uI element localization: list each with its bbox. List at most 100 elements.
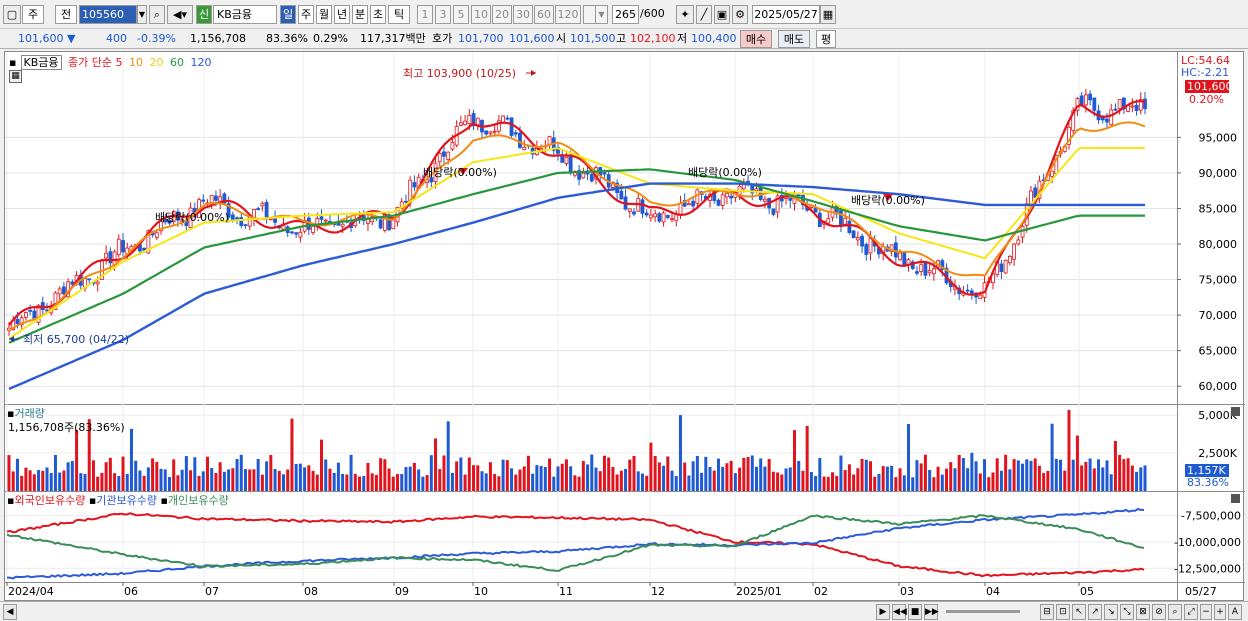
scroll-left-icon[interactable]: ◀ (3, 604, 17, 620)
candle-body (159, 221, 163, 232)
forward-icon[interactable]: ▶▶ (924, 604, 939, 620)
candle-body (1075, 98, 1080, 111)
tool-icon[interactable]: ↘ (1104, 604, 1118, 620)
volume-bar (733, 473, 737, 491)
volume-bar (716, 458, 720, 491)
prev-select[interactable]: 전 (55, 5, 77, 24)
tool-icon[interactable]: ⊟ (1040, 604, 1054, 620)
price-change: 400 (106, 32, 127, 45)
interval-5[interactable]: 5 (453, 5, 469, 24)
minus-icon[interactable]: − (1200, 604, 1212, 620)
legend-ma10: 10 (128, 56, 143, 69)
zoom-in-icon[interactable]: ⌕ (1168, 604, 1182, 620)
volume-bar (712, 470, 716, 491)
window-icon[interactable]: ▢ (3, 5, 21, 24)
font-size-icon[interactable]: A (1228, 604, 1242, 620)
stock-chart[interactable]: 95,000 90,000 85,000 80,000 75,000 70,000 65,0… (5, 52, 1245, 602)
scroll-right-icon[interactable]: ▶ (876, 604, 890, 620)
draw-icon[interactable]: ╱ (696, 5, 712, 24)
gear-icon[interactable]: ⚙ (732, 5, 748, 24)
volume-bar (830, 472, 834, 491)
count-input[interactable]: 265 (612, 5, 639, 24)
volume-bar (721, 466, 725, 491)
tool-icon[interactable]: ↗ (1088, 604, 1102, 620)
date-input[interactable]: 2025/05/27 (752, 5, 820, 24)
indicator-icon[interactable]: ✦ (676, 5, 694, 24)
volume-bar (442, 455, 446, 491)
save-icon[interactable]: ▣ (714, 5, 730, 24)
candle-body (969, 290, 974, 294)
sell-button[interactable]: 매도 (778, 30, 810, 48)
stock-code-input[interactable]: 105560 (79, 5, 137, 24)
zoom-slider[interactable] (946, 610, 1020, 613)
tab-second[interactable]: 초 (370, 5, 386, 24)
volume-bar (125, 473, 129, 491)
volume-bar (358, 476, 362, 491)
tab-day[interactable]: 일 (280, 5, 296, 24)
tab-month[interactable]: 월 (316, 5, 332, 24)
buy-button[interactable]: 매수 (740, 30, 772, 48)
volume-bar (607, 457, 611, 491)
price-tick-label: 70,000 (1199, 309, 1238, 322)
tool-icon[interactable]: ⊡ (1056, 604, 1070, 620)
new-tag[interactable]: 신 (196, 5, 212, 24)
holdings-panel-close-icon[interactable] (1231, 494, 1240, 503)
trade-amount: 117,317백만 (360, 32, 426, 45)
sound-icon[interactable]: ◀▾ (167, 5, 193, 24)
tab-week[interactable]: 주 (298, 5, 314, 24)
high-price: 102,100 (630, 32, 676, 45)
tool-icon[interactable]: ⊠ (1136, 604, 1150, 620)
interval-120[interactable]: 120 (555, 5, 581, 24)
volume-bar (87, 419, 91, 491)
stop-icon[interactable]: ■ (908, 604, 922, 620)
zoom-out-icon[interactable]: ⤢ (1184, 604, 1198, 620)
tab-tick[interactable]: 틱 (388, 5, 410, 24)
x-axis-label: 12 (651, 585, 665, 598)
interval-20[interactable]: 20 (492, 5, 512, 24)
interval-3[interactable]: 3 (435, 5, 451, 24)
tool-icon[interactable]: ⊘ (1152, 604, 1166, 620)
tool-icon[interactable]: ↖ (1072, 604, 1086, 620)
candle-body (1117, 99, 1122, 109)
tab-year[interactable]: 년 (334, 5, 350, 24)
plus-icon[interactable]: + (1214, 604, 1226, 620)
volume-panel-close-icon[interactable] (1231, 407, 1240, 416)
volume-bar (957, 454, 961, 491)
search-icon[interactable]: ⌕ (149, 5, 165, 24)
candle-body (61, 286, 66, 295)
volume-bar (1042, 473, 1046, 491)
candle-body (589, 174, 594, 182)
interval-1[interactable]: 1 (417, 5, 433, 24)
volume-bar (146, 467, 150, 491)
foreign-holdings-line (6, 512, 1145, 578)
volume-bar (666, 456, 670, 491)
interval-60[interactable]: 60 (534, 5, 554, 24)
volume-bar (932, 477, 936, 491)
tab-minute[interactable]: 분 (352, 5, 368, 24)
interval-10[interactable]: 10 (471, 5, 491, 24)
volume-bar (193, 457, 197, 491)
volume-bar (28, 470, 32, 491)
chart-area[interactable]: 95,000 90,000 85,000 80,000 75,000 70,000 65,0… (4, 51, 1245, 602)
volume-bar (467, 457, 471, 491)
volume-bar (725, 463, 729, 491)
code-dropdown-icon[interactable]: ▼ (137, 5, 147, 24)
stock-name-field[interactable]: KB금융 (213, 5, 277, 24)
volume-tag: 1,157K (1185, 464, 1229, 477)
period-select[interactable]: 주 (22, 5, 44, 24)
interval-dropdown-icon[interactable]: ▼ (595, 5, 608, 24)
grid-toggle-icon[interactable]: ▦ (9, 70, 22, 83)
volume-bar (687, 475, 691, 491)
interval-30[interactable]: 30 (513, 5, 533, 24)
volume-bar (649, 442, 653, 491)
volume-bar (1122, 459, 1126, 491)
candle-body (923, 261, 928, 276)
legend-stock-name[interactable]: KB금융 (20, 55, 62, 70)
price-tick-label: 90,000 (1199, 167, 1238, 180)
eval-button[interactable]: 평 (816, 30, 836, 48)
calendar-icon[interactable]: ▦ (820, 5, 836, 24)
tool-icon[interactable]: ⤡ (1120, 604, 1134, 620)
rewind-icon[interactable]: ◀◀ (892, 604, 907, 620)
volume-bar (505, 460, 509, 491)
candle-body (855, 237, 860, 241)
